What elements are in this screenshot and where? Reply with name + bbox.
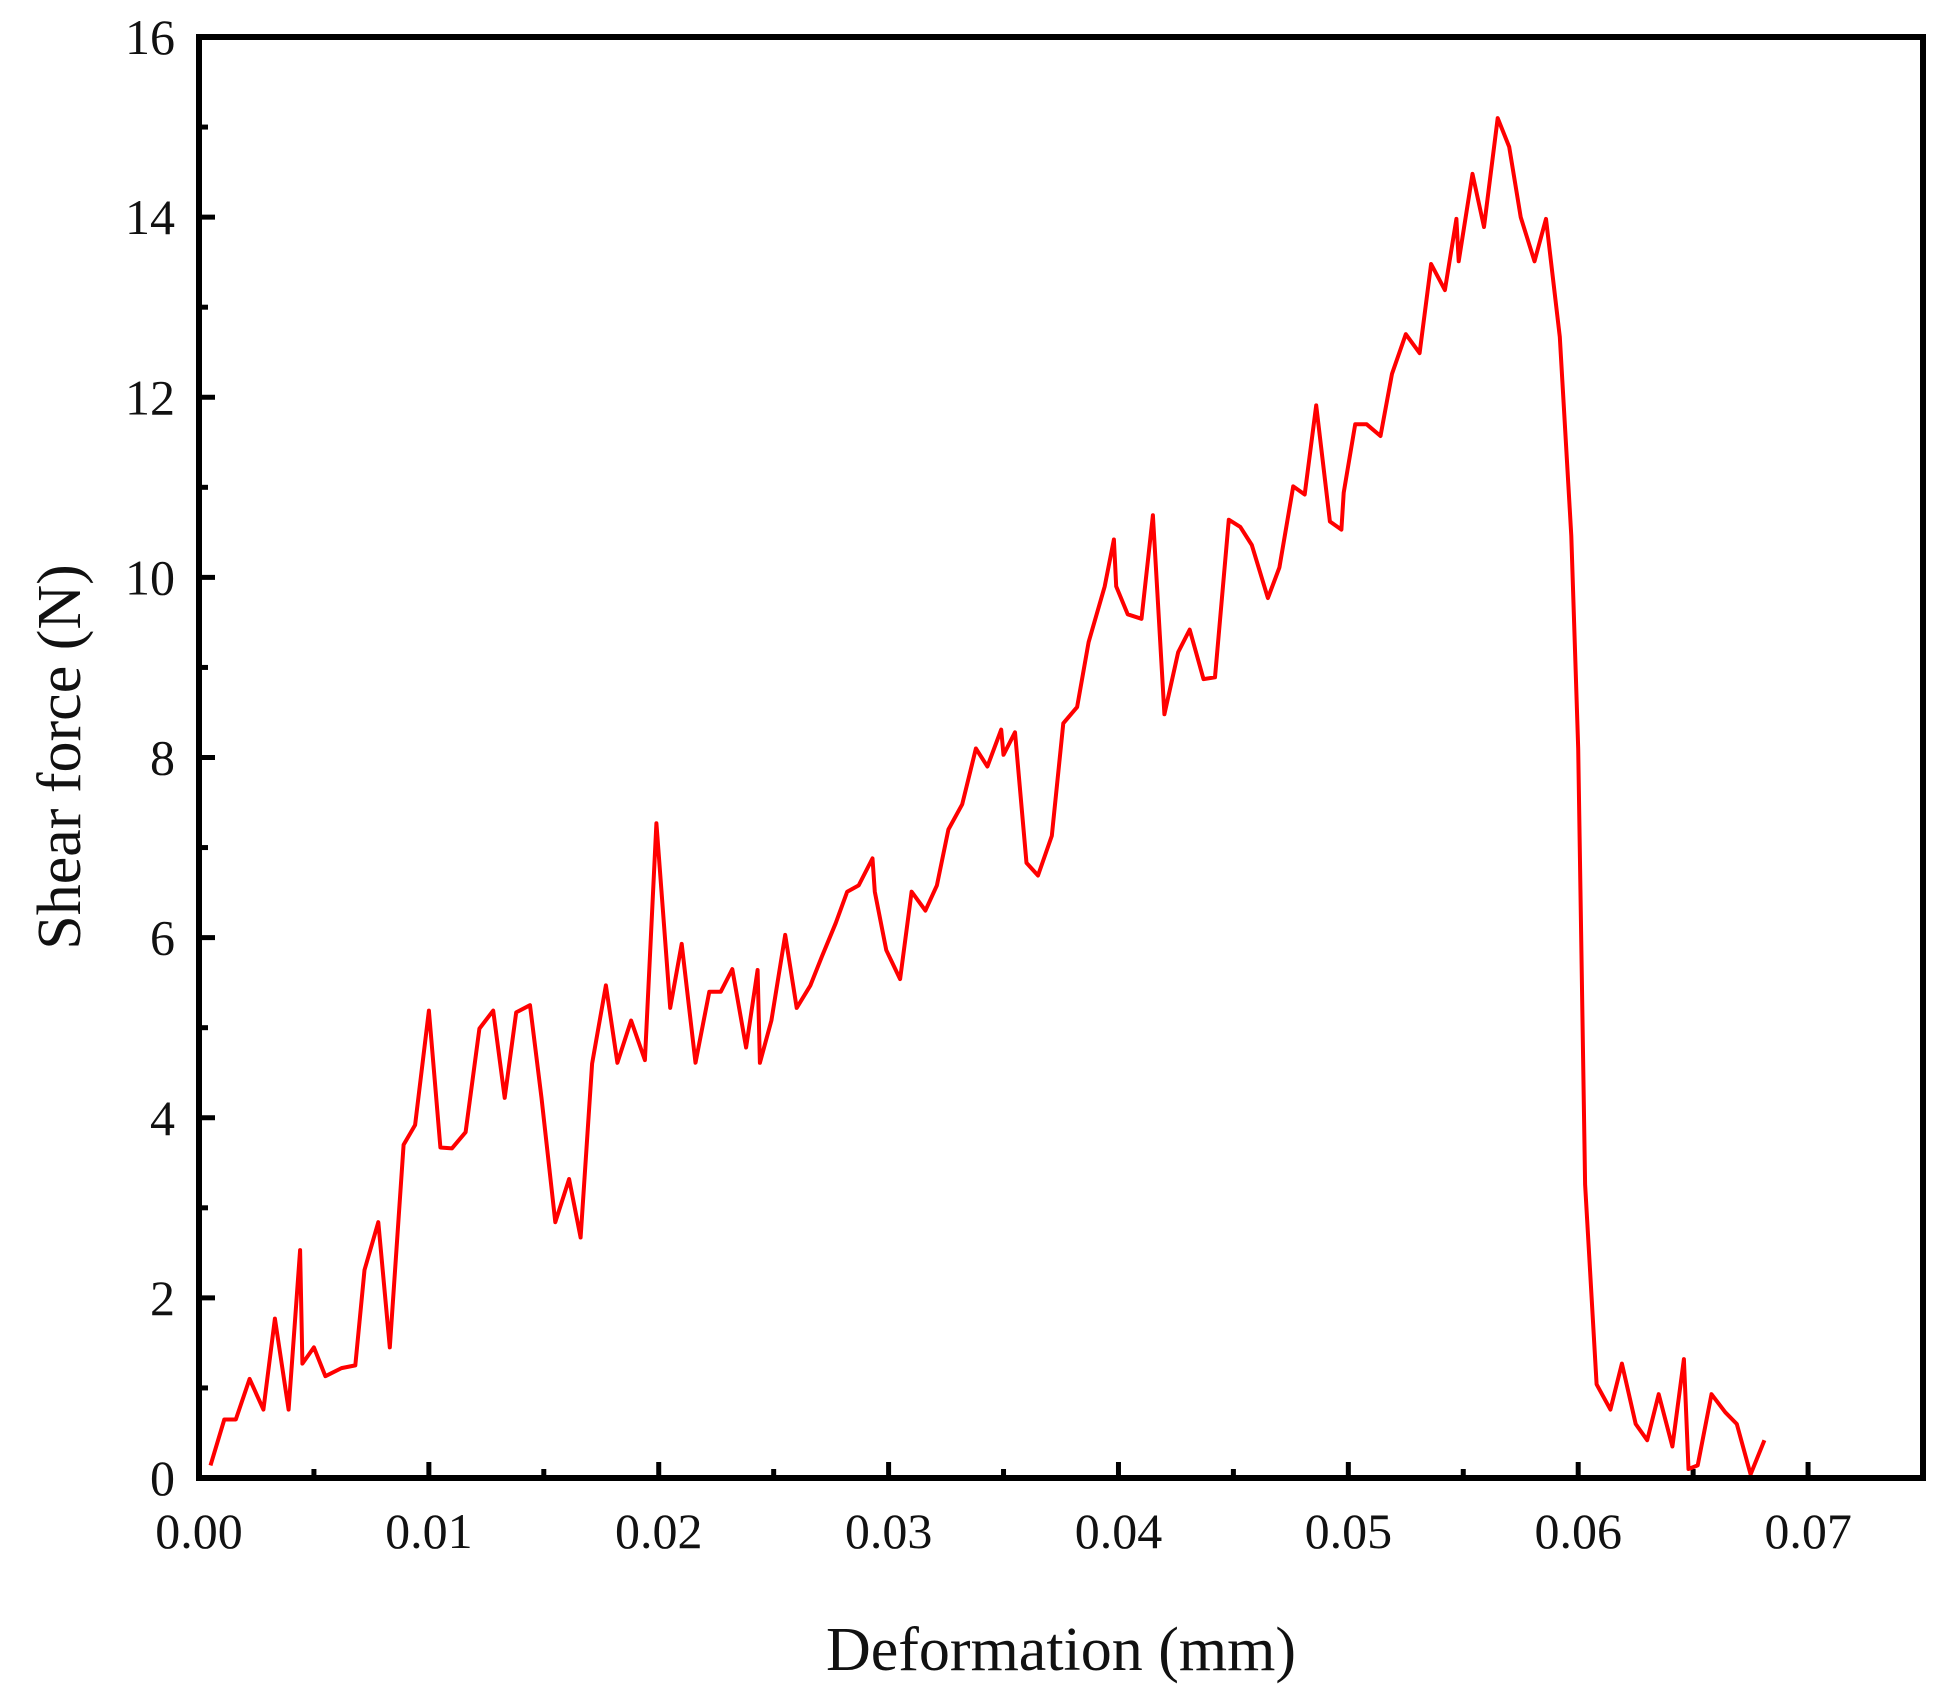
x-tick-label: 0.01 [385,1503,473,1559]
x-axis-label: Deformation (mm) [826,1616,1296,1684]
y-tick-label: 14 [125,189,175,245]
x-tick-label: 0.00 [155,1503,243,1559]
y-tick-label: 6 [150,910,175,966]
x-tick-label: 0.05 [1305,1503,1393,1559]
y-tick-label: 16 [125,9,175,65]
data-line [208,116,1767,1477]
y-tick-label: 2 [150,1270,175,1326]
y-tick-label: 4 [150,1090,175,1146]
x-tick-label: 0.06 [1534,1503,1622,1559]
plot-frame [196,34,1926,1481]
x-tick-label: 0.03 [845,1503,933,1559]
y-tick-label: 12 [125,369,175,425]
y-tick-label: 10 [125,549,175,605]
x-tick-label: 0.07 [1764,1503,1852,1559]
y-tick-label: 8 [150,730,175,786]
x-tick-label: 0.04 [1075,1503,1163,1559]
y-axis-label: Shear force (N) [26,564,94,950]
y-tick-label: 0 [150,1450,175,1506]
x-tick-label: 0.02 [615,1503,703,1559]
